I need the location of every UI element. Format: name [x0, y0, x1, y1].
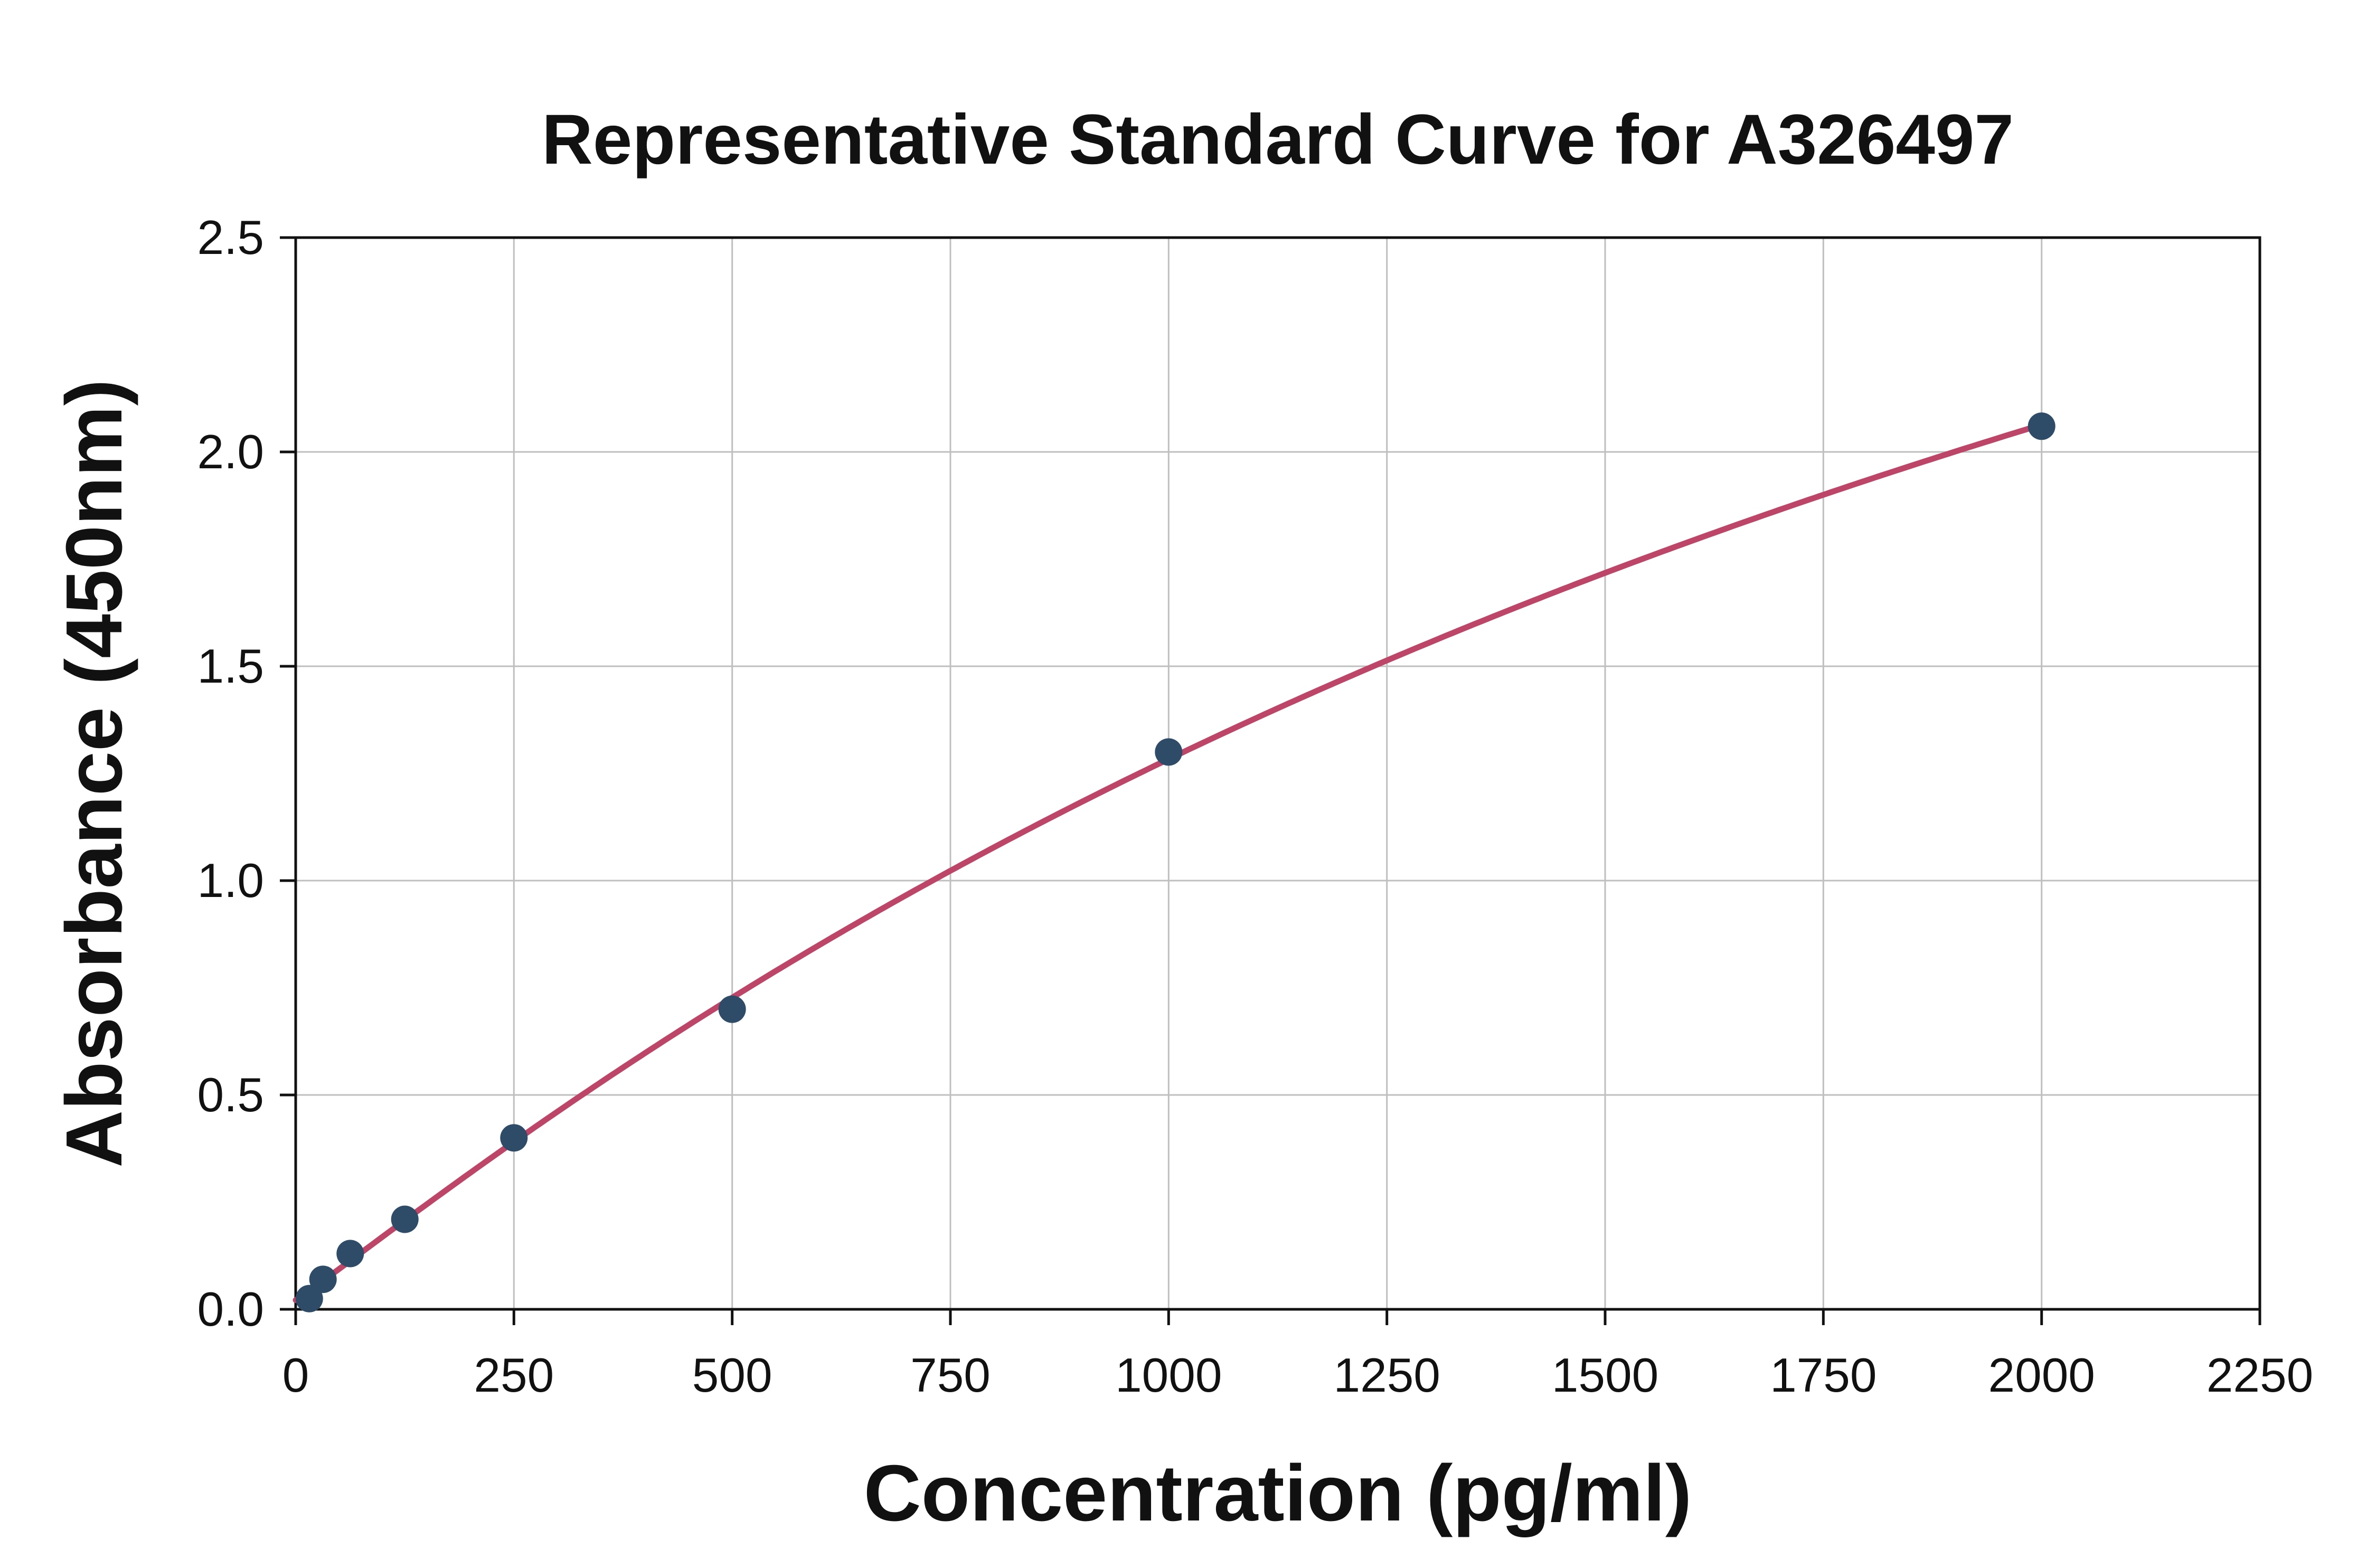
svg-text:0.0: 0.0	[197, 1283, 264, 1336]
svg-text:2000: 2000	[1988, 1349, 2095, 1402]
svg-text:Representative Standard Curve: Representative Standard Curve for A32649…	[542, 100, 2014, 179]
svg-text:1.5: 1.5	[197, 640, 264, 693]
svg-text:1000: 1000	[1115, 1349, 1222, 1402]
svg-text:1750: 1750	[1770, 1349, 1877, 1402]
svg-text:250: 250	[474, 1349, 554, 1402]
svg-text:500: 500	[692, 1349, 772, 1402]
svg-text:2.5: 2.5	[197, 211, 264, 265]
svg-text:2250: 2250	[2207, 1349, 2313, 1402]
svg-text:1.0: 1.0	[197, 854, 264, 908]
svg-text:1500: 1500	[1552, 1349, 1658, 1402]
svg-text:0.5: 0.5	[197, 1069, 264, 1122]
svg-text:Absorbance (450nm): Absorbance (450nm)	[49, 379, 138, 1168]
svg-text:Concentration (pg/ml): Concentration (pg/ml)	[864, 1448, 1692, 1537]
svg-text:1250: 1250	[1333, 1349, 1440, 1402]
svg-text:0: 0	[282, 1349, 309, 1402]
svg-text:2.0: 2.0	[197, 426, 264, 479]
svg-text:750: 750	[910, 1349, 991, 1402]
